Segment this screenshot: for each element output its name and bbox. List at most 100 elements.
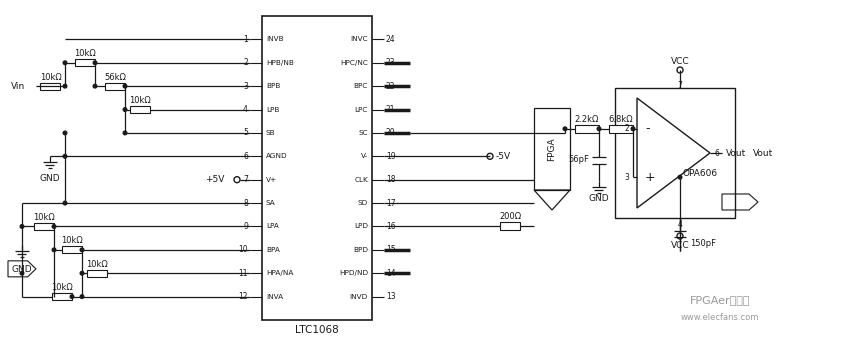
Text: 56pF: 56pF bbox=[568, 155, 589, 164]
Text: SA: SA bbox=[266, 200, 275, 206]
Text: BPA: BPA bbox=[266, 247, 280, 253]
Text: BPD: BPD bbox=[353, 247, 368, 253]
Text: 2: 2 bbox=[243, 58, 248, 67]
Text: 20: 20 bbox=[386, 129, 395, 137]
Text: 5: 5 bbox=[243, 129, 248, 137]
Circle shape bbox=[63, 61, 67, 65]
Circle shape bbox=[94, 84, 97, 88]
Text: 4: 4 bbox=[677, 220, 683, 229]
Bar bbox=[105, 83, 125, 90]
Text: 7: 7 bbox=[243, 175, 248, 184]
Text: 14: 14 bbox=[386, 269, 395, 278]
Circle shape bbox=[94, 61, 97, 65]
Circle shape bbox=[63, 154, 67, 158]
Bar bbox=[62, 246, 82, 253]
Bar bbox=[34, 223, 54, 230]
Bar bbox=[75, 59, 95, 66]
Text: FPGAer俱乐部: FPGAer俱乐部 bbox=[689, 295, 751, 305]
Text: 6.8kΩ: 6.8kΩ bbox=[609, 115, 633, 124]
Text: 1: 1 bbox=[243, 35, 248, 44]
Circle shape bbox=[564, 127, 567, 131]
Bar bbox=[130, 106, 150, 113]
Circle shape bbox=[123, 131, 127, 135]
Text: 10: 10 bbox=[238, 245, 248, 254]
Text: HPB/NB: HPB/NB bbox=[266, 60, 294, 66]
Text: 12: 12 bbox=[239, 292, 248, 301]
Text: Vout: Vout bbox=[753, 148, 774, 158]
Circle shape bbox=[20, 225, 24, 228]
Text: SD: SD bbox=[358, 200, 368, 206]
Circle shape bbox=[123, 84, 127, 88]
Text: 10kΩ: 10kΩ bbox=[33, 213, 55, 222]
Text: 22: 22 bbox=[386, 82, 395, 91]
Text: LPA: LPA bbox=[266, 223, 279, 229]
Bar bbox=[52, 293, 72, 300]
Bar bbox=[500, 223, 520, 230]
Text: V-: V- bbox=[360, 153, 368, 159]
Circle shape bbox=[63, 201, 67, 205]
Circle shape bbox=[80, 272, 84, 275]
Text: 18: 18 bbox=[386, 175, 395, 184]
Text: LPC: LPC bbox=[354, 106, 368, 113]
Text: 6: 6 bbox=[243, 152, 248, 161]
Text: 4: 4 bbox=[243, 105, 248, 114]
Text: 17: 17 bbox=[386, 198, 395, 208]
Text: 10kΩ: 10kΩ bbox=[51, 283, 73, 292]
Text: BPC: BPC bbox=[354, 83, 368, 89]
Text: VCC: VCC bbox=[671, 240, 689, 250]
Text: 2.2kΩ: 2.2kΩ bbox=[575, 115, 599, 124]
Text: 24: 24 bbox=[386, 35, 395, 44]
Text: LTC1068: LTC1068 bbox=[295, 325, 339, 335]
Text: -5V: -5V bbox=[496, 152, 511, 161]
Text: LPB: LPB bbox=[266, 106, 280, 113]
Text: CLK: CLK bbox=[354, 177, 368, 183]
Circle shape bbox=[80, 295, 84, 299]
Text: AGND: AGND bbox=[266, 153, 287, 159]
Text: 3: 3 bbox=[243, 82, 248, 91]
Text: 6: 6 bbox=[715, 148, 720, 158]
Circle shape bbox=[20, 272, 24, 275]
Text: FPGA: FPGA bbox=[547, 137, 557, 161]
Text: HPD/ND: HPD/ND bbox=[339, 270, 368, 276]
Text: 150pF: 150pF bbox=[690, 239, 716, 247]
Text: 10kΩ: 10kΩ bbox=[86, 260, 108, 269]
Text: SC: SC bbox=[359, 130, 368, 136]
Text: GND: GND bbox=[40, 174, 60, 183]
Text: 10kΩ: 10kΩ bbox=[129, 96, 150, 105]
Text: -: - bbox=[645, 122, 649, 135]
Text: SB: SB bbox=[266, 130, 275, 136]
Text: 19: 19 bbox=[386, 152, 395, 161]
Text: 3: 3 bbox=[624, 173, 629, 182]
Text: 200Ω: 200Ω bbox=[499, 212, 521, 221]
Circle shape bbox=[632, 127, 635, 131]
Bar bbox=[534, 108, 570, 190]
Text: +5V: +5V bbox=[205, 175, 224, 184]
Bar bbox=[575, 125, 599, 133]
Circle shape bbox=[678, 175, 682, 179]
Text: 7: 7 bbox=[677, 82, 683, 91]
Text: 15: 15 bbox=[386, 245, 395, 254]
Text: BPB: BPB bbox=[266, 83, 280, 89]
Bar bbox=[609, 125, 633, 133]
Text: 21: 21 bbox=[386, 105, 395, 114]
Text: 10kΩ: 10kΩ bbox=[74, 49, 96, 58]
Text: Vout: Vout bbox=[726, 148, 745, 158]
Text: INVA: INVA bbox=[266, 294, 283, 300]
Text: 11: 11 bbox=[239, 269, 248, 278]
Text: 8: 8 bbox=[243, 198, 248, 208]
Text: 2: 2 bbox=[624, 124, 629, 133]
Text: 56kΩ: 56kΩ bbox=[104, 73, 126, 82]
Text: INVD: INVD bbox=[349, 294, 368, 300]
Text: Vin: Vin bbox=[11, 82, 25, 91]
Text: VCC: VCC bbox=[671, 56, 689, 66]
Text: HPC/NC: HPC/NC bbox=[340, 60, 368, 66]
Bar bbox=[262, 16, 372, 320]
Circle shape bbox=[52, 225, 56, 228]
Circle shape bbox=[123, 108, 127, 111]
Text: INVB: INVB bbox=[266, 36, 284, 42]
Text: 16: 16 bbox=[386, 222, 395, 231]
Circle shape bbox=[598, 127, 601, 131]
Text: OPA606: OPA606 bbox=[683, 169, 717, 178]
Text: 10kΩ: 10kΩ bbox=[40, 73, 61, 82]
Text: LPD: LPD bbox=[354, 223, 368, 229]
